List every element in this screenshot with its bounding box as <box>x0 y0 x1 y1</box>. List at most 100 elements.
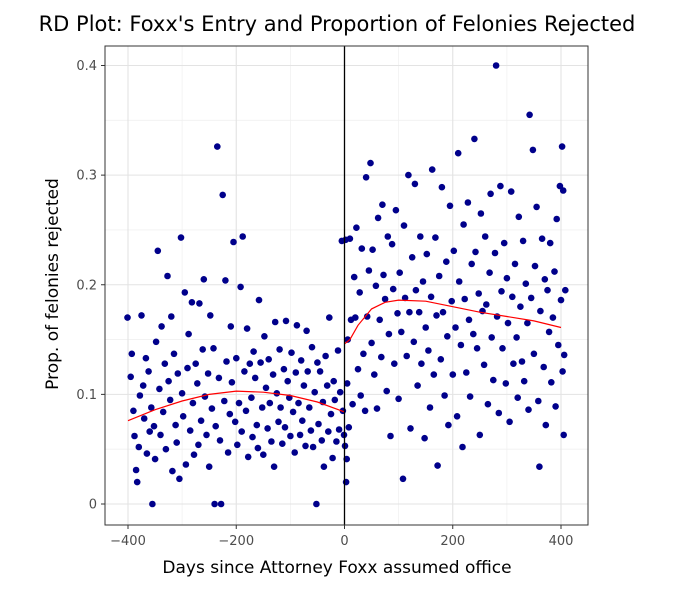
data-point <box>522 280 530 288</box>
data-point <box>184 364 191 372</box>
data-point <box>507 188 515 195</box>
data-point <box>325 428 332 435</box>
data-point <box>322 352 329 360</box>
data-point <box>525 406 532 414</box>
scatter-points <box>124 62 569 508</box>
data-point <box>330 377 338 385</box>
data-point <box>396 269 404 277</box>
data-point <box>234 441 241 449</box>
data-point <box>214 143 221 150</box>
data-point <box>352 314 359 321</box>
data-point <box>248 394 255 402</box>
data-point <box>465 316 473 324</box>
data-point <box>277 404 284 411</box>
data-point <box>344 336 352 343</box>
data-point <box>502 380 510 387</box>
data-point <box>270 463 278 471</box>
data-point <box>369 246 376 253</box>
data-point <box>315 420 322 428</box>
data-point <box>459 443 466 451</box>
data-point <box>492 62 500 69</box>
data-point <box>385 330 393 338</box>
data-point <box>269 371 277 378</box>
data-point <box>552 403 559 410</box>
x-tick-label: 200 <box>440 534 465 549</box>
data-point <box>208 405 216 412</box>
data-point <box>271 318 279 326</box>
data-point <box>480 361 488 369</box>
data-point <box>223 358 230 365</box>
data-point <box>470 330 477 338</box>
data-point <box>320 463 328 471</box>
data-point <box>287 432 294 440</box>
data-point <box>329 454 336 462</box>
data-point <box>296 431 304 439</box>
data-point <box>488 334 496 341</box>
data-point <box>358 245 366 252</box>
data-point <box>185 330 192 338</box>
data-point <box>148 404 155 411</box>
data-point <box>371 371 378 378</box>
data-point <box>149 500 156 508</box>
x-tick-label: 400 <box>549 534 574 549</box>
data-point <box>419 278 427 285</box>
data-point <box>288 349 295 357</box>
data-point <box>143 450 151 457</box>
data-point <box>378 353 385 361</box>
data-point <box>346 235 354 242</box>
data-point <box>428 166 436 173</box>
data-point <box>133 478 141 486</box>
data-point <box>403 352 411 360</box>
data-point <box>293 322 301 329</box>
data-point <box>349 400 356 408</box>
data-point <box>535 397 542 405</box>
data-point <box>486 269 493 277</box>
data-point <box>536 463 543 471</box>
data-point <box>161 360 169 368</box>
x-tick-label: 0 <box>340 534 348 549</box>
chart-title: RD Plot: Foxx's Entry and Proportion of … <box>39 12 636 36</box>
data-point <box>251 374 259 382</box>
data-point <box>217 500 225 508</box>
x-axis-title: Days since Attorney Foxx assumed office <box>162 558 511 578</box>
data-point <box>398 328 405 336</box>
data-point <box>514 394 521 402</box>
data-point <box>139 382 147 389</box>
data-point <box>415 308 423 316</box>
data-point <box>461 295 469 303</box>
data-point <box>551 268 558 275</box>
data-point <box>353 224 360 231</box>
data-point <box>159 408 167 416</box>
data-point <box>559 187 567 194</box>
data-point <box>335 426 343 433</box>
data-point <box>282 317 290 325</box>
data-point <box>484 400 492 408</box>
data-point <box>545 328 553 336</box>
data-point <box>460 221 467 228</box>
data-point <box>176 475 183 483</box>
data-point <box>446 202 454 210</box>
data-point <box>367 159 374 167</box>
data-point <box>533 203 540 211</box>
data-point <box>326 314 333 321</box>
data-point <box>207 312 214 319</box>
data-point <box>238 428 245 435</box>
data-point <box>448 297 456 305</box>
data-point <box>477 210 485 217</box>
data-point <box>495 409 503 417</box>
data-point <box>555 341 562 349</box>
data-point <box>157 431 164 439</box>
data-point <box>178 390 186 397</box>
data-point <box>309 443 317 451</box>
data-point <box>226 410 234 418</box>
data-point <box>210 345 217 352</box>
data-point <box>169 467 176 475</box>
data-point <box>219 191 226 199</box>
data-point <box>427 293 435 301</box>
data-point <box>303 327 310 335</box>
data-point <box>562 286 569 294</box>
data-point <box>158 323 165 330</box>
data-point <box>195 441 202 449</box>
data-point <box>182 461 190 468</box>
